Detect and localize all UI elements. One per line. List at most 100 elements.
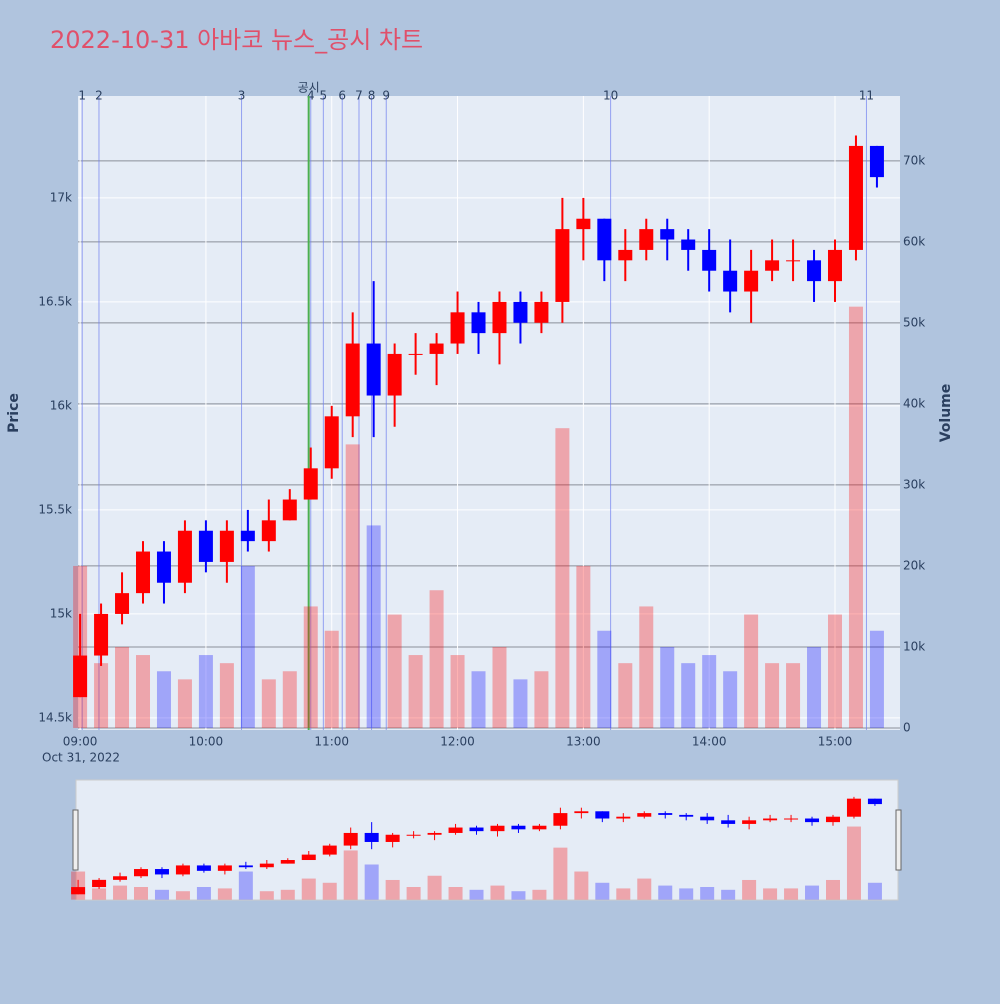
candle-body	[807, 260, 822, 282]
mini-candle-body	[385, 834, 400, 842]
event-label: 2	[95, 89, 103, 103]
mini-volume-bar	[92, 888, 107, 900]
mini-volume-bar	[490, 885, 505, 900]
mini-candle-body	[448, 827, 463, 833]
mini-volume-bar	[238, 871, 253, 900]
volume-bar	[723, 671, 738, 728]
y2-tick-label: 0	[903, 720, 911, 734]
x-tick-label: 15:00	[818, 735, 853, 749]
mini-volume-bar	[511, 891, 526, 900]
candle-body	[786, 260, 801, 262]
candle-body	[827, 249, 842, 282]
candle-body	[219, 530, 234, 562]
volume-bar	[492, 646, 507, 728]
x-tick-label: 13:00	[566, 735, 601, 749]
volume-bar	[156, 671, 171, 728]
candle-body	[303, 468, 318, 500]
candle-body	[848, 145, 863, 250]
volume-bar	[261, 679, 276, 728]
volume-bar	[702, 655, 717, 728]
mini-volume-bar	[805, 885, 820, 900]
volume-bar	[744, 614, 759, 728]
candle-body	[177, 530, 192, 583]
y2-tick-label: 70k	[903, 153, 925, 167]
mini-candle-body	[616, 816, 631, 819]
mini-candle-body	[469, 827, 484, 832]
volume-bar	[576, 565, 591, 728]
volume-bar	[765, 663, 780, 728]
volume-bar	[534, 671, 549, 728]
volume-bar	[827, 614, 842, 728]
mini-candle-body	[134, 869, 149, 877]
mini-volume-bar	[134, 886, 149, 900]
event-label: 4	[307, 89, 315, 103]
event-label: 1	[78, 89, 86, 103]
mini-candle-body	[574, 811, 589, 814]
mini-volume-bar	[469, 889, 484, 900]
chart-title: 2022-10-31 아바코 뉴스_공시 차트	[50, 26, 423, 54]
slider-handle[interactable]	[72, 809, 79, 871]
candle-body	[555, 229, 570, 302]
candle-body	[869, 145, 884, 178]
mini-candle-body	[322, 845, 337, 855]
mini-volume-bar	[301, 878, 316, 900]
x-tick-label: 10:00	[189, 735, 224, 749]
mini-candle-body	[679, 814, 694, 817]
mini-volume-bar	[846, 826, 861, 900]
mini-candle-body	[595, 811, 610, 819]
candle-body	[492, 301, 507, 334]
candle-body	[450, 312, 465, 344]
volume-bar	[618, 663, 633, 728]
slider-handle[interactable]	[895, 809, 902, 871]
candle-body	[345, 343, 360, 417]
y2-tick-label: 10k	[903, 639, 925, 653]
candle-body	[282, 499, 297, 521]
mini-candle-body	[175, 865, 190, 875]
volume-bar	[786, 663, 801, 728]
volume-bar	[177, 679, 192, 728]
plot-area	[78, 96, 900, 730]
volume-bar	[597, 630, 612, 728]
candle-body	[471, 312, 486, 334]
x-tick-label: 12:00	[440, 735, 475, 749]
mini-candle-body	[113, 876, 128, 880]
volume-bar	[869, 630, 884, 728]
candle-body	[408, 353, 423, 355]
mini-candle-body	[700, 816, 715, 821]
mini-volume-bar	[322, 882, 337, 900]
candle-body	[639, 229, 654, 250]
candle-body	[156, 551, 171, 583]
mini-candle-body	[238, 865, 253, 868]
volume-bar	[387, 614, 402, 728]
mini-volume-bar	[343, 850, 358, 900]
candle-body	[429, 343, 444, 354]
mini-candle-body	[154, 869, 169, 875]
candle-body	[744, 270, 759, 292]
volume-bar	[366, 525, 381, 728]
mini-candle-body	[805, 818, 820, 823]
y-tick-label: 16.5k	[38, 294, 72, 308]
y-tick-label: 16k	[50, 398, 72, 412]
mini-volume-bar	[406, 886, 421, 900]
y-axis-title: Price	[6, 393, 22, 433]
mini-volume-bar	[721, 889, 736, 900]
volume-bar	[471, 671, 486, 728]
mini-volume-bar	[742, 879, 757, 900]
mini-volume-bar	[553, 847, 568, 900]
volume-bar	[660, 646, 675, 728]
candle-body	[240, 530, 255, 542]
volume-bar	[115, 646, 130, 728]
mini-volume-bar	[259, 891, 274, 900]
range-slider[interactable]	[75, 779, 899, 901]
mini-volume-bar	[532, 889, 547, 900]
mini-volume-bar	[364, 864, 379, 900]
mini-candle-body	[280, 860, 295, 864]
y-tick-label: 15k	[50, 606, 72, 620]
y2-tick-label: 40k	[903, 396, 925, 410]
candle-body	[94, 613, 109, 656]
mini-volume-bar	[784, 888, 799, 900]
y2-tick-label: 60k	[903, 234, 925, 248]
y-tick-label: 15.5k	[38, 502, 72, 516]
mini-candle-body	[721, 820, 736, 824]
y2-axis-title: Volume	[938, 384, 954, 443]
